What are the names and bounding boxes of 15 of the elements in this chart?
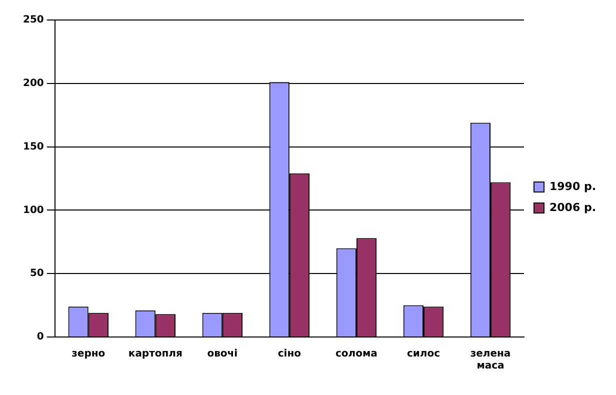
x-tick-label: зерно <box>72 348 106 360</box>
legend-label: 1990 р. <box>550 180 596 193</box>
x-tick-label: овочі <box>207 348 238 360</box>
x-tick-label: солома <box>335 348 378 360</box>
legend-label: 2006 р. <box>550 200 596 214</box>
y-tick-label: 100 <box>23 204 44 216</box>
x-tick-label: картопля <box>128 348 182 360</box>
x-tick-label: сіно <box>278 348 302 360</box>
y-tick-label: 150 <box>23 141 44 152</box>
y-tick-label: 200 <box>23 78 44 89</box>
x-tick-label: силос <box>406 348 440 360</box>
y-tick-label: 250 <box>23 14 44 26</box>
y-tick-label: 50 <box>30 268 44 280</box>
x-tick-label: зелена маса <box>470 348 511 372</box>
y-tick-label: 0 <box>36 332 44 343</box>
